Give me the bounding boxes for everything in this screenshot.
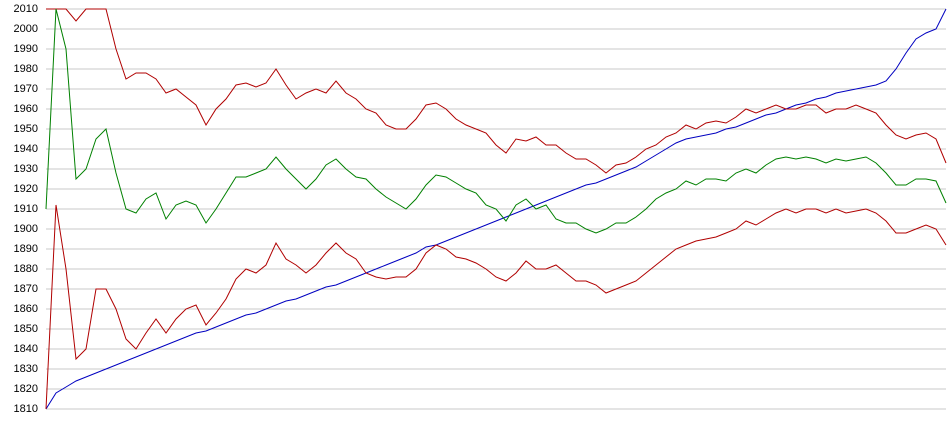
y-tick-label: 1880 (14, 263, 38, 275)
y-tick-label: 1970 (14, 83, 38, 95)
y-tick-label: 1910 (14, 203, 38, 215)
y-tick-label: 1990 (14, 43, 38, 55)
y-tick-label: 1900 (14, 223, 38, 235)
series-line (45, 204, 947, 410)
series-line (46, 8, 947, 174)
y-tick-label: 1940 (14, 143, 38, 155)
y-tick-label: 1950 (14, 123, 38, 135)
y-tick-label: 2000 (14, 23, 38, 35)
y-tick-label: 1820 (14, 383, 38, 395)
y-tick-label: 1860 (14, 303, 38, 315)
y-tick-label: 1890 (14, 243, 38, 255)
series-line (45, 8, 947, 234)
y-tick-label: 1870 (14, 283, 38, 295)
y-tick-label: 1840 (14, 343, 38, 355)
y-tick-label: 2010 (14, 3, 38, 15)
y-tick-label: 1960 (14, 103, 38, 115)
y-tick-label: 1980 (14, 63, 38, 75)
y-tick-label: 1830 (14, 363, 38, 375)
y-tick-label: 1810 (14, 403, 38, 415)
y-tick-label: 1930 (14, 163, 38, 175)
y-tick-label: 1920 (14, 183, 38, 195)
y-tick-label: 1850 (14, 323, 38, 335)
series-line (45, 8, 947, 410)
